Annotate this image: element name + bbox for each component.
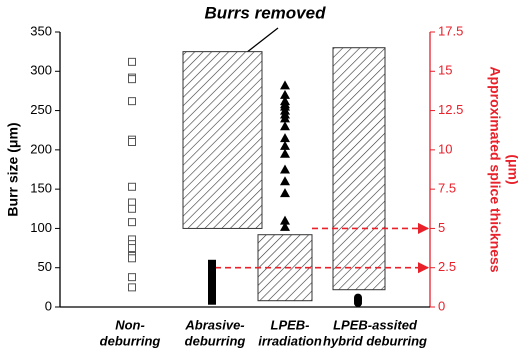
- range-box: [332, 47, 386, 291]
- y-tick-label: 200: [30, 141, 52, 156]
- marker: [128, 244, 136, 253]
- y2-tick-label: 15: [438, 63, 452, 78]
- x-tick-label: irradiation: [258, 333, 322, 348]
- marker: [280, 133, 290, 143]
- marker: [280, 80, 290, 90]
- marker: [280, 164, 290, 174]
- annotation: Burrs removed: [205, 3, 327, 22]
- y-tick-label: 350: [30, 23, 52, 38]
- marker: [128, 273, 136, 282]
- x-tick-label: Non-: [115, 317, 145, 332]
- y2-tick-label: 5: [438, 220, 445, 235]
- y2-tick-label: 2.5: [438, 259, 456, 274]
- y2-tick-label: 10: [438, 141, 452, 156]
- y-axis-label: Burr size (μm): [5, 122, 21, 216]
- marker: [128, 138, 136, 146]
- y2-tick-label: 12.5: [438, 102, 463, 117]
- marker: [280, 148, 290, 158]
- y2-tick-label: 0: [438, 298, 445, 313]
- marker: [128, 97, 136, 106]
- marker: [280, 221, 290, 231]
- marker: [280, 188, 290, 198]
- marker: [280, 113, 290, 123]
- x-tick-label: LPEB-: [271, 317, 310, 332]
- marker: [280, 176, 290, 186]
- marker: [128, 75, 136, 84]
- marker: [128, 182, 136, 191]
- marker: [354, 293, 362, 302]
- marker: [280, 215, 290, 225]
- y-tick-label: 300: [30, 63, 52, 78]
- y-tick-label: 100: [30, 220, 52, 235]
- range-box: [182, 51, 263, 229]
- marker: [128, 254, 136, 263]
- x-tick-label: LPEB-assited: [333, 317, 418, 332]
- marker: [280, 121, 290, 131]
- y2-tick-label: 7.5: [438, 181, 456, 196]
- marker: [280, 89, 290, 99]
- y2-axis-label: (μm): [505, 154, 518, 184]
- x-tick-label: deburring: [185, 333, 246, 348]
- marker: [208, 296, 216, 305]
- marker: [280, 140, 290, 150]
- y2-tick-label: 17.5: [438, 23, 463, 38]
- y-tick-label: 250: [30, 102, 52, 117]
- x-tick-label: hybrid deburring: [323, 333, 427, 348]
- marker: [128, 283, 136, 292]
- x-tick-label: Abrasive-: [184, 317, 244, 332]
- marker: [128, 57, 136, 66]
- y2-axis-label: Approximated splice thickness: [487, 66, 503, 272]
- marker: [128, 218, 136, 227]
- x-tick-label: deburring: [100, 333, 161, 348]
- y-tick-label: 50: [38, 259, 52, 274]
- y-tick-label: 0: [45, 298, 52, 313]
- y-tick-label: 150: [30, 181, 52, 196]
- marker: [128, 204, 136, 213]
